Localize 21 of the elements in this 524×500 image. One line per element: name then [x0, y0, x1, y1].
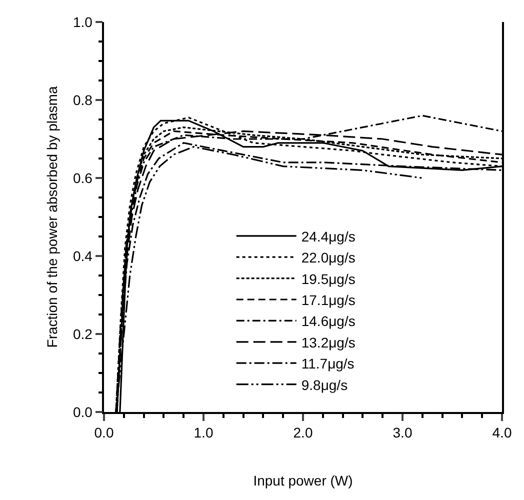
legend-label: 9.8μg/s: [301, 376, 348, 393]
x-axis-title: Input power (W): [253, 472, 353, 488]
y-axis-title: Fraction of the power absorbed by plasma: [44, 86, 60, 348]
y-tick-label: 0.0: [72, 404, 93, 420]
legend-label: 11.7μg/s: [301, 356, 354, 372]
y-tick-label: 0.2: [72, 326, 93, 342]
legend-label: 19.5μg/s: [301, 270, 356, 287]
y-tick-label: 0.8: [72, 92, 93, 108]
legend-label: 14.6μg/s: [301, 313, 356, 330]
legend-label: 22.0μg/s: [301, 250, 356, 266]
x-tick-label: 4.0: [492, 424, 512, 441]
y-tick-label: 1.0: [72, 14, 93, 30]
x-tick-label: 3.0: [392, 424, 412, 441]
y-tick-label: 0.6: [72, 170, 93, 186]
x-tick-label: 1.0: [194, 424, 214, 441]
y-tick-label: 0.4: [72, 248, 93, 264]
legend-label: 13.2μg/s: [301, 334, 356, 350]
x-tick-label: 0.0: [94, 424, 114, 441]
x-tick-label: 2.0: [293, 424, 313, 441]
legend-label: 17.1μg/s: [301, 292, 356, 308]
legend-label: 24.4μg/s: [301, 228, 356, 244]
